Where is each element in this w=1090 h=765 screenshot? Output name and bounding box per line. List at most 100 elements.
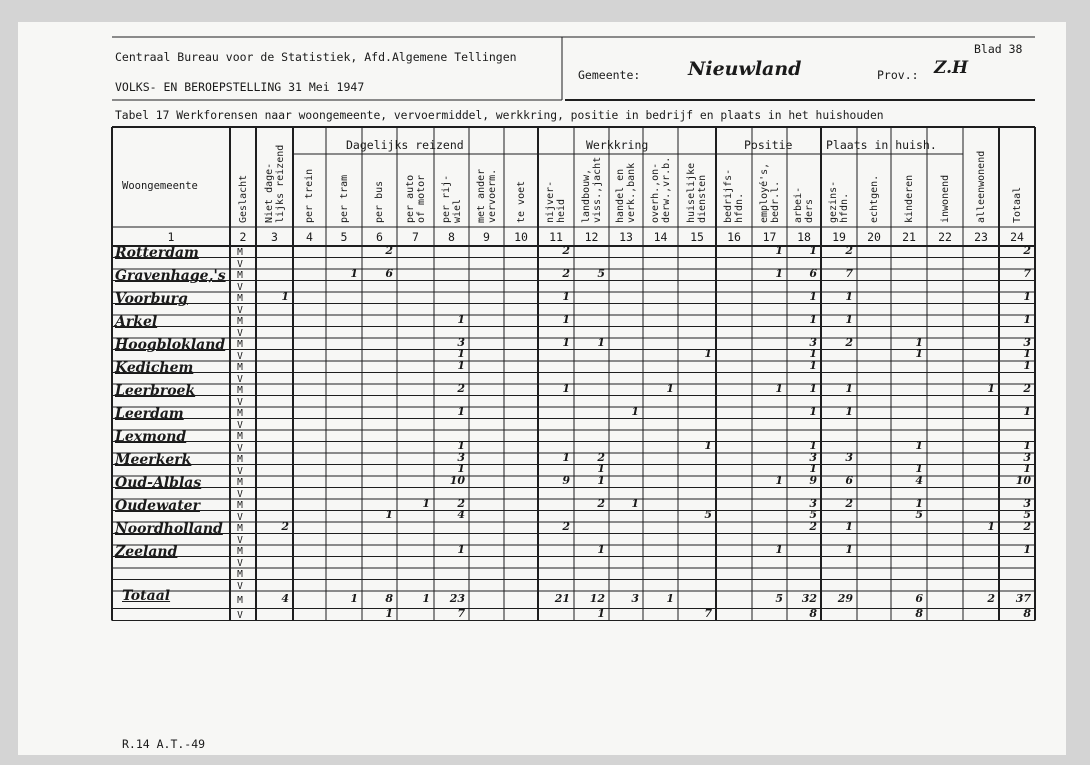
sex-label-v: V [237, 304, 243, 316]
group-werkkring: Werkkring [586, 138, 649, 152]
cell-value: 6 [385, 266, 393, 280]
cell-value: 2 [1023, 243, 1031, 257]
cell-value: 1 [809, 312, 817, 326]
cell-value: 5 [915, 508, 923, 522]
sex-label-v: V [237, 465, 243, 477]
cell-value: 3 [1023, 335, 1031, 349]
sex-label-m: M [237, 523, 243, 534]
column-number: 4 [306, 230, 313, 244]
column-header-2: Geslacht [237, 174, 249, 223]
column-number: 8 [448, 230, 455, 244]
cell-value: 3 [845, 450, 853, 464]
column-header-4: per trein [304, 168, 315, 223]
sex-label-m: M [237, 293, 243, 304]
column-header-14: overh.,on- derw.,vr.b. [649, 156, 672, 223]
sex-label-v: V [237, 350, 243, 362]
cell-value: 6 [915, 591, 923, 605]
cell-value: 1 [704, 439, 712, 453]
column-header-10: te voet [515, 180, 527, 223]
cell-value: 1 [385, 508, 393, 522]
cell-value: 5 [775, 591, 783, 605]
cell-value: 3 [457, 450, 465, 464]
cell-value: 1 [845, 289, 853, 303]
sex-label-m: M [237, 454, 243, 465]
cell-value: 1 [845, 381, 853, 395]
cell-value: 1 [775, 266, 783, 280]
cell-value: 2 [457, 381, 465, 395]
cell-value: 12 [589, 591, 605, 605]
cell-value: 8 [385, 591, 393, 605]
cell-value: 1 [562, 450, 570, 464]
cell-value: 37 [1015, 591, 1031, 605]
column-number: 11 [549, 230, 563, 244]
column-number: 7 [412, 230, 419, 244]
place-name: Kedichem [115, 360, 194, 376]
cell-value: 2 [597, 496, 605, 510]
column-number: 24 [1010, 230, 1024, 244]
sex-label-v: V [237, 258, 243, 270]
cell-value: 3 [1023, 450, 1031, 464]
column-header-16: bedrijfs- hfdn. [723, 168, 745, 223]
cell-value: 1 [1023, 542, 1031, 556]
sex-label-m: M [237, 546, 243, 557]
cell-value: 3 [809, 335, 817, 349]
cell-value: 1 [562, 289, 570, 303]
cell-value: 4 [281, 591, 289, 605]
cell-value: 1 [666, 591, 674, 605]
cell-value: 7 [457, 606, 465, 620]
column-number: 1 [167, 230, 175, 244]
group-dagelijks: Dagelijks reizend [346, 138, 464, 152]
cell-value: 1 [809, 243, 817, 257]
column-number: 10 [514, 230, 528, 244]
column-header-3: Niet dage- lijks reizend [263, 144, 286, 223]
cell-value: 1 [915, 347, 923, 361]
cell-value: 8 [915, 606, 923, 620]
cell-value: 32 [801, 591, 817, 605]
cell-value: 3 [1023, 496, 1031, 510]
cell-value: 3 [631, 591, 639, 605]
cell-value: 2 [809, 519, 817, 533]
cell-value: 1 [457, 462, 465, 476]
place-name: Hoogblokland [115, 337, 226, 353]
cell-value: 5 [1023, 508, 1031, 522]
column-header-5: per tram [338, 174, 350, 223]
cell-value: 1 [666, 381, 674, 395]
column-header-6: per bus [374, 180, 385, 223]
cell-value: 3 [809, 450, 817, 464]
sex-label-v: V [237, 580, 243, 592]
cell-value: 1 [457, 358, 465, 372]
cell-value: 1 [597, 335, 605, 349]
cell-value: 4 [457, 508, 465, 522]
column-header-8: per rij- wiel [440, 174, 463, 223]
cell-value: 2 [562, 519, 570, 533]
sex-label-v: V [237, 534, 243, 546]
column-header-13: handel en verk.,bank [615, 162, 637, 223]
form-code: R.14 A.T.-49 [122, 737, 206, 751]
cell-value: 1 [809, 462, 817, 476]
sex-label-m: M [237, 247, 243, 258]
cell-value: 1 [809, 381, 817, 395]
cell-value: 1 [1023, 462, 1031, 476]
cell-value: 1 [1023, 289, 1031, 303]
column-number: 9 [483, 230, 490, 244]
cell-value: 1 [350, 591, 358, 605]
cell-value: 1 [457, 439, 465, 453]
sex-label-v: V [237, 557, 243, 569]
cell-value: 1 [775, 542, 783, 556]
cell-value: 2 [1023, 519, 1031, 533]
place-name: Meerkerk [115, 452, 192, 468]
place-name: Gravenhage,'s [115, 268, 226, 284]
cell-value: 1 [631, 404, 639, 418]
cell-value: 1 [809, 404, 817, 418]
sex-label-m: M [237, 569, 243, 580]
place-name: Leerdam [115, 406, 184, 422]
cell-value: 3 [457, 335, 465, 349]
cell-value: 1 [915, 496, 923, 510]
column-header-12: landbouw, viss.,jacht [580, 156, 603, 223]
column-number: 3 [271, 230, 278, 244]
cell-value: 4 [915, 473, 923, 487]
cell-value: 1 [845, 312, 853, 326]
column-number: 18 [797, 230, 811, 244]
cell-value: 1 [281, 289, 289, 303]
